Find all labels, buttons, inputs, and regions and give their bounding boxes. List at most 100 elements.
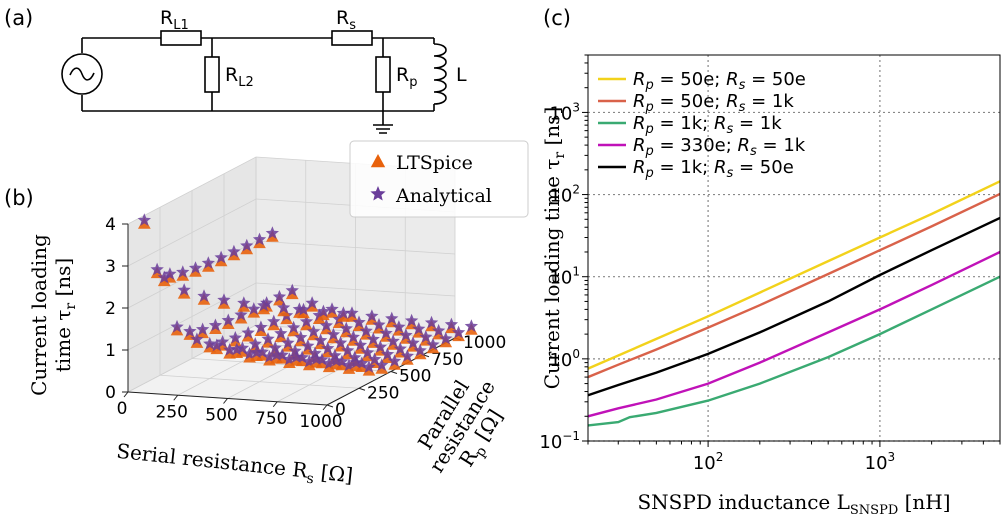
- analytical-point: [366, 332, 380, 345]
- analytical-point: [214, 250, 228, 264]
- resistor-rl1: [160, 30, 202, 46]
- analytical-point: [247, 302, 261, 315]
- z-tick-label: 4: [105, 215, 116, 235]
- analytical-point: [424, 315, 439, 329]
- x-tick: [322, 404, 328, 411]
- x-tick-label: 1000: [299, 412, 342, 432]
- analytical-point: [188, 261, 203, 274]
- analytical-point: [190, 332, 204, 346]
- analytical-point: [336, 306, 350, 319]
- label-rp: Rp: [396, 64, 417, 90]
- label-l: L: [456, 64, 467, 86]
- x-tick-label: 103: [865, 450, 896, 474]
- analytical-point: [254, 320, 268, 334]
- analytical-point: [269, 347, 284, 361]
- series-line: [588, 250, 1000, 418]
- grid-line: [127, 198, 257, 267]
- y-tick-label: 0: [335, 400, 346, 420]
- analytical-point: [277, 300, 291, 314]
- legend-analytical-marker: [370, 186, 386, 201]
- legend-ltspice-marker: [370, 154, 386, 168]
- analytical-point: [439, 331, 453, 345]
- analytical-point: [272, 289, 287, 303]
- analytical-point: [345, 306, 359, 319]
- analytical-point: [299, 314, 314, 328]
- analytical-point: [316, 304, 331, 318]
- panel-label-c: (c): [543, 6, 571, 30]
- analytical-point: [328, 348, 342, 362]
- x-label-text: Serial resistance Rs [Ω]: [115, 439, 354, 492]
- analytical-point: [326, 327, 341, 341]
- analytical-point: [208, 318, 223, 332]
- x-tick: [123, 391, 129, 398]
- analytical-point: [201, 256, 215, 269]
- grid-line: [127, 156, 257, 225]
- panel-label-b: (b): [4, 186, 34, 210]
- analytical-point: [373, 340, 387, 353]
- analytical-point: [137, 213, 151, 226]
- analytical-point: [406, 336, 420, 349]
- analytical-point: [248, 337, 262, 350]
- x-tick-label: 102: [693, 450, 724, 474]
- y-tick-label: 1000: [463, 333, 506, 353]
- analytical-point: [203, 336, 217, 350]
- analytical-point: [325, 302, 339, 315]
- grid-line: [255, 240, 456, 255]
- legend-ltspice-label: LTSpice: [396, 152, 473, 174]
- analytical-point: [285, 283, 299, 297]
- x-tick: [272, 401, 278, 408]
- analytical-point: [405, 313, 419, 327]
- loglog-plot: 102 103 10−1 100 101 102 103 SNSPD inductance L…: [539, 54, 1001, 518]
- analytical-point: [288, 344, 302, 357]
- analytical-point: [314, 333, 328, 347]
- analytical-point: [257, 298, 271, 312]
- analytical-point: [426, 337, 440, 351]
- y-tick-label: 750: [431, 350, 463, 370]
- analytical-point: [150, 262, 164, 276]
- y-tick-label: 102: [549, 183, 580, 207]
- analytical-point: [349, 355, 363, 369]
- y-tick: [358, 387, 366, 391]
- analytical-point: [341, 343, 355, 357]
- inductor-icon: [433, 43, 447, 105]
- z-label-line1: Current loading: [27, 234, 51, 396]
- analytical-point: [265, 226, 279, 239]
- analytical-point: [393, 341, 407, 355]
- x-axis-label: SNSPD inductance LSNSPD [nH]: [637, 490, 950, 518]
- analytical-point: [221, 313, 235, 327]
- y-tick-label: 10−1: [539, 429, 580, 453]
- analytical-point: [352, 315, 366, 329]
- analytical-point: [379, 326, 393, 339]
- legend-label: Rp = 1k; Rs = 1k: [633, 113, 782, 137]
- x-tick-label: 750: [255, 409, 287, 429]
- analytical-point: [333, 336, 348, 349]
- label-rl1: RL1: [160, 7, 189, 33]
- label-rs: Rs: [336, 7, 356, 33]
- circuit-diagram: [61, 30, 447, 134]
- analytical-point: [309, 352, 323, 365]
- analytical-point: [227, 244, 241, 258]
- series-line: [588, 216, 1000, 397]
- y-tick-label: 103: [549, 100, 580, 124]
- panel-label-a: (a): [4, 6, 33, 30]
- y-tick-label: 101: [549, 265, 580, 289]
- analytical-point: [360, 345, 375, 359]
- analytical-point: [392, 320, 406, 333]
- resistor-rp: [375, 56, 391, 93]
- label-rl2: RL2: [225, 64, 254, 90]
- analytical-point: [464, 319, 478, 332]
- y-tick-label: 500: [399, 367, 431, 387]
- scatter3d-plot: 0 250 500 750 10000250500750100001234LTSpice…: [27, 140, 529, 492]
- analytical-point: [176, 265, 190, 278]
- analytical-point: [230, 342, 244, 356]
- analytical-point: [274, 326, 288, 340]
- y-axis-label-text: Current loading time τr [ns]: [540, 107, 568, 390]
- y-tick-label: 250: [367, 383, 399, 403]
- analytical-point: [237, 296, 251, 309]
- ac-source-icon: [61, 53, 103, 95]
- analytical-point: [308, 346, 322, 360]
- analytical-point: [306, 324, 321, 338]
- analytical-point: [346, 330, 360, 343]
- analytical-point: [362, 360, 376, 373]
